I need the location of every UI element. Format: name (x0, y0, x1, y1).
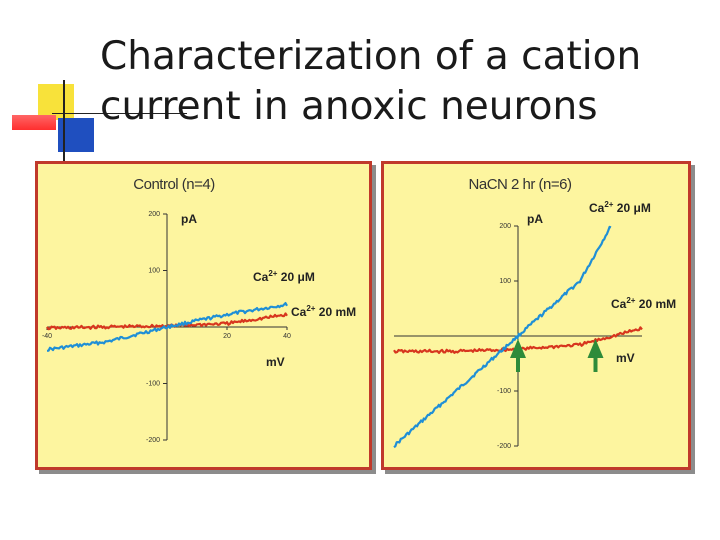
control-chart-panel: 200 100 -100 -200 -40 20 40 Control (n=4) pA mV Ca… (35, 161, 372, 470)
y-tick-label: -100 (497, 388, 511, 395)
y-tick-label: -200 (497, 443, 511, 450)
x-tick-label: 40 (283, 333, 291, 340)
arrow-marker-shape (510, 339, 526, 372)
series-line-ca-20uM (393, 225, 612, 449)
annotation-ca-20mM: Ca2+ 20 mM (291, 304, 356, 319)
deco-horizontal-line (52, 113, 187, 114)
arrow-marker (510, 339, 526, 372)
y-tick-label: 100 (499, 278, 511, 285)
deco-vertical-line (63, 80, 65, 162)
series-line-ca-20uM (46, 302, 288, 352)
deco-yellow-square (38, 84, 74, 120)
y-tick-label: 200 (148, 211, 160, 218)
y-axis-label: pA (181, 212, 197, 226)
y-tick-label: -100 (146, 381, 160, 388)
annotation-ca-20mM: Ca2+ 20 mM (611, 296, 676, 311)
annotation-ca-20uM: Ca2+ 20 μM (253, 269, 315, 284)
annotation-ca-20uM: Ca2+ 20 μM (589, 200, 651, 215)
chart-title: NaCN 2 hr (n=6) (469, 176, 572, 193)
arrow-marker (587, 339, 604, 372)
y-tick-label: 100 (148, 268, 160, 275)
x-tick-label: -40 (42, 333, 52, 340)
arrow-marker-shape (587, 339, 604, 372)
x-axis-label: mV (616, 351, 635, 365)
x-tick-label: 20 (223, 333, 231, 340)
chart-title: Control (n=4) (133, 176, 215, 193)
y-axis-label: pA (527, 212, 543, 226)
nacn-chart: 200 100 -100 -200 NaCN 2 hr (n=6) pA mV Ca2+ 20… (393, 176, 676, 450)
x-axis-label: mV (266, 355, 285, 369)
y-tick-label: 200 (499, 223, 511, 230)
slide-title: Characterization of a cation current in … (100, 34, 642, 129)
control-chart: 200 100 -100 -200 -40 20 40 Control (n=4) pA mV Ca… (42, 176, 356, 444)
deco-red-bar (12, 115, 56, 130)
y-tick-label: -200 (146, 437, 160, 444)
nacn-chart-panel: 200 100 -100 -200 NaCN 2 hr (n=6) pA mV Ca2+ 20… (381, 161, 691, 470)
